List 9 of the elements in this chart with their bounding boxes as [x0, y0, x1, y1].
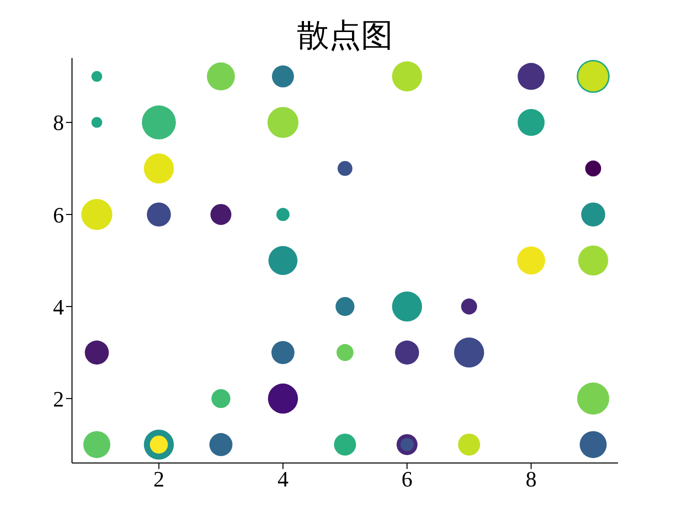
y-tick-label: 8: [53, 110, 64, 136]
y-tick-label: 6: [53, 202, 64, 228]
chart-title: 散点图: [296, 16, 394, 55]
y-tick-label: 2: [53, 386, 64, 412]
x-tick-label: 8: [526, 466, 537, 492]
x-tick-label: 4: [277, 466, 288, 492]
y-tick-label: 4: [53, 294, 64, 320]
x-tick-label: 6: [402, 466, 413, 492]
x-tick-label: 2: [153, 466, 164, 492]
